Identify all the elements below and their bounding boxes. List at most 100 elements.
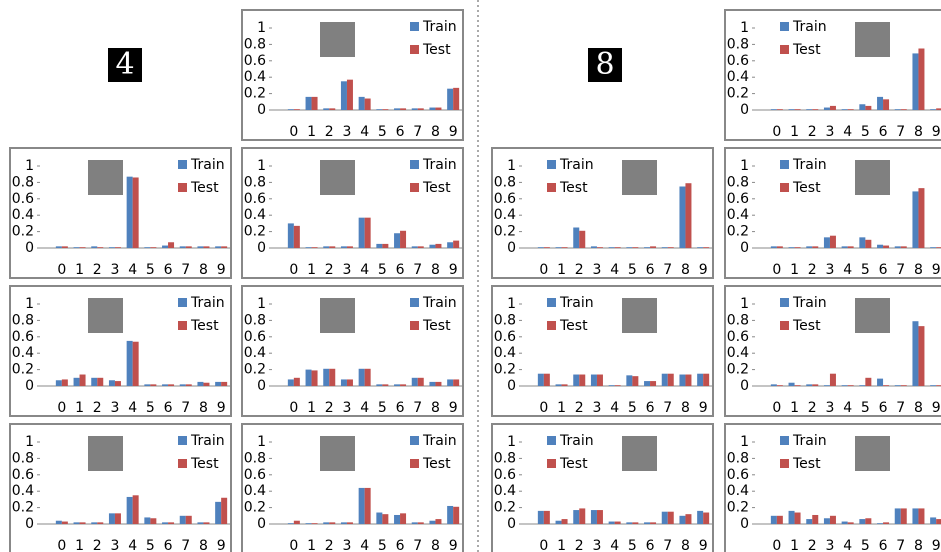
bar [703, 513, 709, 524]
x-tick-label: 0 [539, 400, 548, 416]
bar [197, 382, 203, 386]
x-tick-label: 8 [681, 400, 690, 416]
bar [859, 519, 865, 524]
bar [221, 246, 227, 248]
x-tick-label: 0 [539, 262, 548, 278]
bar [806, 519, 812, 524]
bar [418, 522, 424, 524]
bar [538, 511, 544, 524]
bar [777, 385, 783, 386]
x-tick-label: 7 [413, 400, 422, 416]
bar [771, 109, 777, 110]
x-tick-label: 7 [663, 262, 672, 278]
bar [789, 383, 795, 386]
bar [74, 247, 80, 248]
query-digit: 8 [595, 47, 614, 82]
bar [650, 381, 656, 386]
x-tick-label: 8 [431, 124, 440, 140]
inset-image [320, 22, 355, 57]
bar [288, 109, 294, 110]
x-tick-label: 6 [164, 400, 173, 416]
bar [918, 188, 924, 248]
x-tick-label: 6 [646, 400, 655, 416]
bar [632, 247, 638, 248]
y-tick-label: 0.8 [727, 36, 749, 52]
x-tick-label: 1 [790, 124, 799, 140]
x-tick-label: 0 [772, 262, 781, 278]
y-tick-label: 0 [25, 240, 34, 256]
bar [848, 522, 854, 524]
bar [435, 382, 441, 386]
y-tick-label: 0.6 [727, 191, 749, 207]
bar [62, 522, 68, 524]
bar [221, 382, 227, 386]
bar [347, 246, 353, 248]
y-tick-label: 0.8 [494, 450, 516, 466]
y-tick-label: 0 [740, 240, 749, 256]
y-tick-label: 0.8 [494, 174, 516, 190]
bar [329, 369, 335, 386]
bar [662, 247, 668, 248]
x-tick-label: 5 [378, 538, 387, 552]
legend-label: Train [422, 433, 457, 449]
figure: 4 8 00.20.40.60.810123456789TrainTest00.… [0, 0, 941, 552]
bar [418, 108, 424, 110]
x-tick-label: 3 [592, 400, 601, 416]
y-tick-label: 1 [257, 296, 266, 312]
chart-panel: 00.20.40.60.810123456789TrainTest [725, 424, 941, 552]
panel-frame [725, 424, 941, 552]
bar [56, 380, 62, 386]
y-tick-label: 0.6 [494, 467, 516, 483]
x-tick-label: 1 [790, 538, 799, 552]
x-tick-label: 8 [431, 538, 440, 552]
x-tick-label: 6 [396, 124, 405, 140]
bar [133, 177, 139, 248]
y-tick-label: 0.6 [727, 467, 749, 483]
bar [435, 244, 441, 248]
bar [697, 511, 703, 524]
bar [877, 97, 883, 110]
legend-label: Test [559, 180, 588, 196]
bar [697, 247, 703, 248]
y-tick-label: 0.2 [727, 86, 749, 102]
y-tick-label: 0.6 [727, 53, 749, 69]
bar [824, 108, 830, 110]
x-tick-label: 5 [861, 124, 870, 140]
x-tick-label: 0 [57, 538, 66, 552]
bar [215, 502, 221, 524]
y-tick-label: 0.6 [12, 191, 34, 207]
bar [626, 375, 632, 386]
bar [115, 381, 121, 386]
bar [930, 385, 936, 386]
inset-image [320, 160, 355, 195]
y-tick-label: 0.4 [494, 345, 516, 361]
bar [562, 247, 568, 248]
bar [62, 379, 68, 386]
bar [848, 246, 854, 248]
bar [394, 384, 400, 386]
x-tick-label: 5 [146, 262, 155, 278]
bar [544, 247, 550, 248]
legend-label: Train [792, 433, 827, 449]
legend-label: Train [559, 433, 594, 449]
legend-swatch [547, 459, 556, 468]
x-tick-label: 9 [449, 538, 458, 552]
bar [97, 522, 103, 524]
bar [877, 523, 883, 524]
bar [288, 223, 294, 248]
bar [609, 247, 615, 248]
legend-swatch [178, 298, 187, 307]
bar [865, 240, 871, 248]
bar [180, 384, 186, 386]
y-tick-label: 0.8 [727, 312, 749, 328]
inset-image [855, 22, 890, 57]
bar [447, 379, 453, 386]
x-tick-label: 2 [325, 538, 334, 552]
x-tick-label: 1 [307, 400, 316, 416]
bar [685, 514, 691, 524]
x-tick-label: 2 [808, 400, 817, 416]
bar [830, 236, 836, 248]
y-tick-label: 0 [25, 516, 34, 532]
bar [215, 246, 221, 248]
bar [777, 109, 783, 110]
